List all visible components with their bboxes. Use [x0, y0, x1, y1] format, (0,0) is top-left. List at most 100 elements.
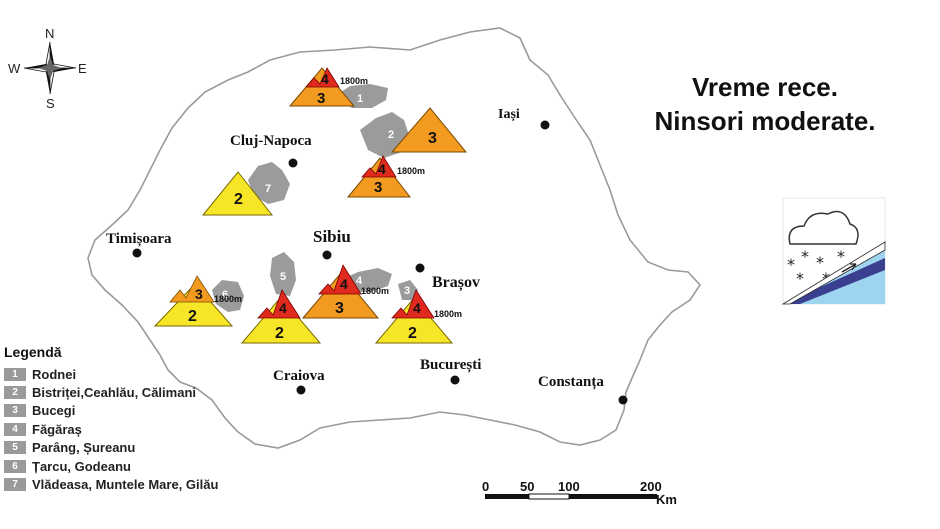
city-dot-iasi	[540, 120, 550, 130]
snow-cloud-slope-icon: * * * * * *	[781, 197, 886, 305]
legend-label: Rodnei	[32, 366, 77, 382]
risk-marker-central-east: 4 3 1800m	[346, 155, 425, 198]
city-label-craiova: Craiova	[273, 368, 325, 384]
legend-num: 4	[4, 422, 26, 436]
risk-high-4: 4	[340, 276, 348, 292]
legend-item: 6 Țarcu, Godeanu	[4, 457, 264, 475]
region-num-5: 5	[280, 271, 286, 283]
headline-line-2: Ninsori moderate.	[654, 106, 876, 136]
altitude-4: 1800m	[361, 286, 389, 296]
risk-low-6: 2	[188, 308, 197, 325]
risk-low-4: 3	[335, 300, 344, 317]
legend-item: 7 Vlădeasa, Muntele Mare, Gilău	[4, 475, 264, 493]
compass-n: N	[45, 26, 54, 41]
region-parang	[270, 252, 296, 296]
legend-num: 3	[4, 404, 26, 418]
legend-num: 1	[4, 367, 26, 381]
legend-label: Bistriței,Ceahlău, Călimani	[32, 385, 196, 401]
city-dot-cluj-napoca	[288, 158, 298, 168]
city-label-constanta: Constanța	[538, 374, 604, 390]
risk-marker-zone-7: 2	[201, 171, 274, 216]
risk-low-1: 3	[317, 90, 325, 107]
city-dot-craiova	[296, 385, 306, 395]
legend-item: 2 Bistriței,Ceahlău, Călimani	[4, 383, 264, 401]
svg-text:*: *	[787, 255, 795, 274]
region-num-6: 6	[222, 289, 228, 301]
cities: Cluj-Napoca Iași Timișoara Sibiu Brașov …	[106, 107, 628, 405]
risk-high-central-east: 4	[378, 161, 386, 177]
svg-text:*: *	[837, 247, 845, 266]
headline: Vreme rece. Ninsori moderate.	[615, 70, 915, 138]
city-dot-sibiu	[322, 250, 332, 260]
legend-title: Legendă	[4, 344, 62, 360]
risk-marker-zone-4: 4 3 1800m	[301, 264, 389, 319]
risk-low-7: 2	[234, 191, 243, 208]
city-dot-bucuresti	[450, 375, 460, 385]
city-label-bucuresti: București	[420, 357, 481, 373]
city-dot-constanta	[618, 395, 628, 405]
region-num-4: 4	[356, 275, 363, 287]
risk-marker-zone-6: 3 2 1800m	[153, 275, 242, 327]
risk-marker-zone-5: 4 2	[240, 289, 322, 344]
compass-rose: N S E W	[8, 26, 87, 111]
risk-high-6: 3	[195, 286, 203, 302]
risk-low-central-east: 3	[374, 179, 382, 196]
risk-marker-zone-1: 4 3 1800m	[288, 67, 368, 107]
legend-num: 2	[4, 386, 26, 400]
legend-label: Parâng, Șureanu	[32, 440, 136, 456]
scale-tick-0: 0	[482, 479, 489, 494]
risk-low-2: 3	[428, 130, 437, 147]
mountain-regions	[212, 84, 418, 312]
risk-marker-zone-2: 3	[390, 107, 468, 153]
legend-num: 7	[4, 478, 26, 492]
legend: Legendă 1 Rodnei 2 Bistriței,Ceahlău, Că…	[4, 344, 264, 494]
legend-label: Vlădeasa, Muntele Mare, Gilău	[32, 477, 219, 493]
compass-w: W	[8, 61, 21, 76]
headline-line-1: Vreme rece.	[691, 72, 838, 102]
svg-text:*: *	[816, 253, 824, 272]
compass-s: S	[46, 96, 55, 111]
legend-label: Bucegi	[32, 403, 76, 419]
legend-item: 4 Făgăraș	[4, 420, 264, 438]
city-label-cluj-napoca: Cluj-Napoca	[230, 133, 312, 149]
city-label-sibiu: Sibiu	[313, 227, 351, 246]
city-label-iasi: Iași	[498, 107, 520, 122]
altitude-central-east: 1800m	[397, 166, 425, 176]
scale-unit: Km	[656, 492, 677, 507]
risk-marker-zone-3: 4 2 1800m	[374, 289, 462, 344]
city-label-brasov: Brașov	[432, 274, 480, 292]
region-tarcu	[212, 280, 244, 312]
legend-num: 6	[4, 459, 26, 473]
risk-high-5: 4	[279, 300, 287, 316]
city-dot-brasov	[415, 263, 425, 273]
altitude-1: 1800m	[340, 76, 368, 86]
risk-markers: 4 3 1800m 3 4 3 1800m 2 3 2 1800m	[153, 67, 468, 344]
romania-outline	[87, 27, 702, 449]
region-num-7: 7	[265, 183, 271, 195]
risk-high-3: 4	[413, 300, 421, 316]
city-label-timisoara: Timișoara	[106, 231, 172, 247]
legend-num: 5	[4, 441, 26, 455]
risk-low-5: 2	[275, 325, 284, 342]
scale-bar: 0 50 100 200 Km	[482, 479, 677, 507]
region-bucegi	[398, 280, 418, 300]
scale-tick-100: 100	[558, 479, 580, 494]
region-num-3: 3	[404, 285, 410, 297]
legend-item: 1 Rodnei	[4, 365, 264, 383]
svg-text:*: *	[796, 269, 804, 288]
region-num-2: 2	[388, 129, 394, 141]
risk-low-3: 2	[408, 325, 417, 342]
legend-item: 5 Parâng, Șureanu	[4, 439, 264, 457]
svg-text:*: *	[801, 247, 809, 266]
legend-label: Făgăraș	[32, 421, 82, 437]
risk-high-1: 4	[321, 71, 329, 87]
altitude-3: 1800m	[434, 309, 462, 319]
altitude-6: 1800m	[214, 294, 242, 304]
compass-e: E	[78, 61, 87, 76]
region-num-1: 1	[357, 93, 363, 105]
city-dot-timisoara	[132, 248, 142, 258]
legend-label: Țarcu, Godeanu	[32, 458, 131, 474]
scale-tick-50: 50	[520, 479, 534, 494]
legend-item: 3 Bucegi	[4, 402, 264, 420]
